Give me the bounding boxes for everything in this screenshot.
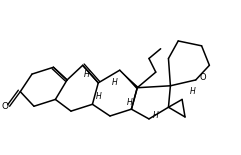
Text: H: H <box>84 70 89 79</box>
Text: H: H <box>190 87 196 96</box>
Text: H: H <box>112 78 118 87</box>
Text: H: H <box>153 111 159 120</box>
Polygon shape <box>120 70 138 89</box>
Text: H: H <box>127 98 132 107</box>
Text: O: O <box>200 73 206 82</box>
Text: H: H <box>95 92 101 101</box>
Text: O: O <box>2 102 9 111</box>
